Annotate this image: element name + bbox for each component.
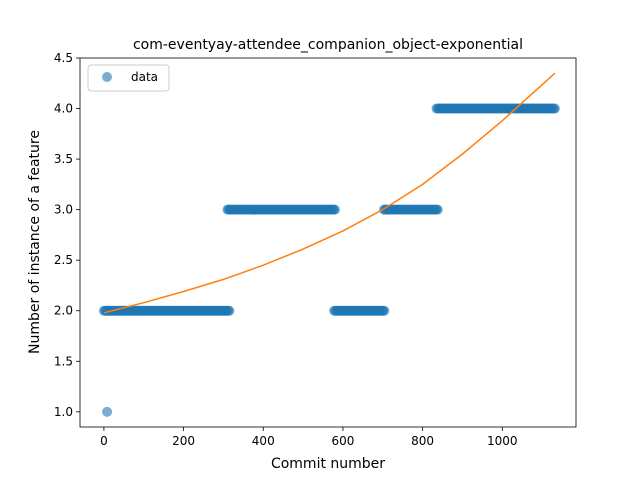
data-point — [549, 103, 560, 114]
y-tick-label: 2.5 — [54, 253, 73, 267]
data-point — [102, 406, 113, 417]
x-axis-title: Commit number — [271, 456, 385, 472]
data-point — [329, 204, 340, 215]
y-tick-label: 3.5 — [54, 152, 73, 166]
axes-frame — [79, 57, 577, 428]
plot-area: 0 200 400 600 800 1000 1.0 1.5 2.0 2.5 3.0 3.5 4.0 4.… — [54, 51, 577, 448]
data-layer — [98, 72, 560, 417]
y-tick-label: 3.0 — [54, 203, 73, 217]
x-tick-label: 200 — [172, 434, 195, 448]
y-tick-label: 1.5 — [54, 354, 73, 368]
legend: data — [87, 64, 170, 92]
data-point — [379, 305, 390, 316]
x-tick-label: 800 — [411, 434, 434, 448]
data-point — [432, 204, 443, 215]
fit-line — [103, 72, 556, 314]
legend-label-data: data — [131, 70, 158, 84]
x-tick-label: 400 — [252, 434, 275, 448]
ticks-layer: 0 200 400 600 800 1000 1.0 1.5 2.0 2.5 3.0 3.5 4.0 4.… — [54, 51, 518, 448]
x-tick-label: 0 — [100, 434, 108, 448]
y-tick-label: 2.0 — [54, 304, 73, 318]
legend-marker-data — [102, 72, 112, 82]
y-tick-label: 4.5 — [54, 51, 73, 65]
y-axis-title: Number of instance of a feature — [27, 130, 43, 354]
legend-box — [87, 64, 170, 92]
x-tick-label: 600 — [331, 434, 354, 448]
x-tick-label: 1000 — [487, 434, 518, 448]
y-tick-label: 1.0 — [54, 405, 73, 419]
y-tick-label: 4.0 — [54, 102, 73, 116]
data-point — [224, 305, 235, 316]
chart-title: com-eventyay-attendee_companion_object-e… — [133, 37, 523, 53]
